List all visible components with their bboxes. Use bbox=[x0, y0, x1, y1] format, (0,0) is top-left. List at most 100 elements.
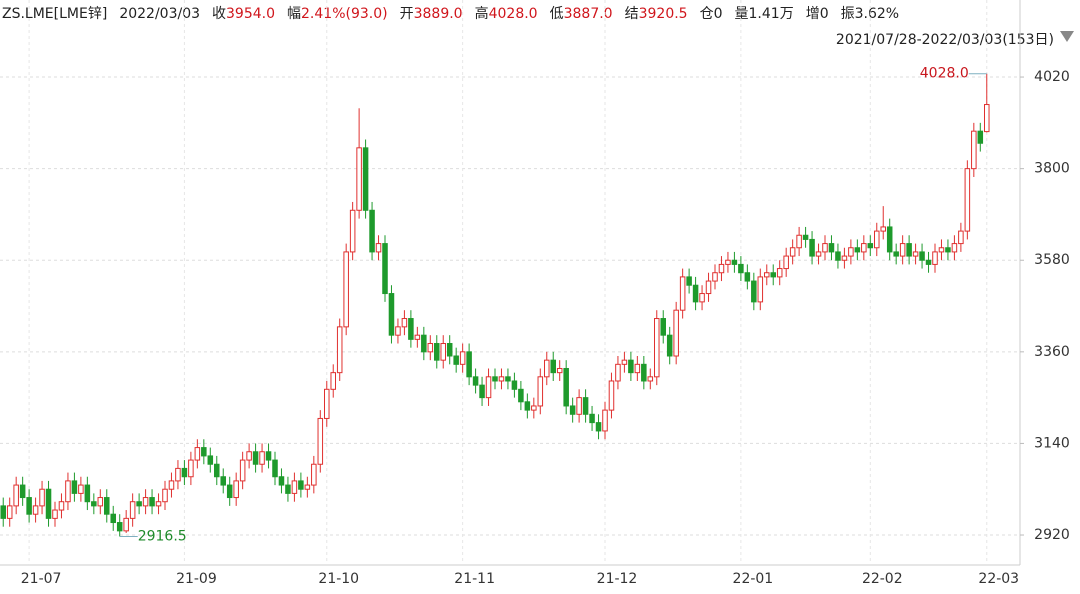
field-value: 3887.0 bbox=[563, 6, 613, 22]
x-tick-label: 21-09 bbox=[176, 571, 217, 587]
candle-body bbox=[925, 259, 932, 265]
date: 2022/03/03 bbox=[119, 6, 201, 22]
candle-body bbox=[673, 309, 679, 357]
dropdown-arrow[interactable] bbox=[1060, 31, 1074, 42]
candle-body bbox=[414, 334, 421, 340]
candle-body bbox=[382, 243, 388, 295]
symbol: ZS.LME[LME锌] bbox=[2, 6, 108, 22]
candle-body bbox=[265, 451, 272, 461]
candle-body bbox=[39, 488, 45, 507]
candle-body bbox=[136, 501, 142, 507]
candle-body bbox=[725, 259, 731, 265]
candle-body bbox=[874, 230, 880, 249]
field-value: 3954.0 bbox=[226, 6, 276, 22]
candle-body bbox=[220, 476, 226, 486]
candle-body bbox=[226, 484, 233, 499]
candle-body bbox=[861, 243, 867, 253]
x-tick-label: 21-11 bbox=[454, 571, 495, 587]
candle-body bbox=[459, 351, 466, 365]
candle-body bbox=[893, 251, 899, 257]
low-label: 2916.5 bbox=[138, 528, 187, 544]
candle-body bbox=[233, 480, 239, 499]
field-value: 3.62% bbox=[854, 6, 900, 22]
candle-body bbox=[608, 380, 615, 411]
candle-body bbox=[498, 376, 505, 382]
candle-body bbox=[971, 130, 977, 170]
candle-body bbox=[375, 243, 382, 253]
candle-body bbox=[175, 467, 181, 482]
candle-body bbox=[932, 251, 938, 265]
candle-body bbox=[692, 284, 699, 303]
candle-body bbox=[65, 480, 71, 503]
candle-body bbox=[641, 363, 647, 382]
candle-body bbox=[757, 276, 764, 303]
y-tick-label: 3580 bbox=[1034, 252, 1070, 268]
candle-body bbox=[718, 263, 725, 274]
candle-body bbox=[634, 363, 641, 374]
candle-body bbox=[149, 497, 155, 507]
candle-body bbox=[951, 243, 958, 253]
candle-body bbox=[815, 251, 822, 257]
candle-body bbox=[712, 272, 718, 282]
candle-body bbox=[783, 255, 789, 270]
candle-body bbox=[13, 484, 19, 507]
candle-body bbox=[699, 293, 705, 303]
candle-body bbox=[356, 147, 362, 211]
candle-body bbox=[544, 359, 550, 378]
candle-body bbox=[589, 413, 595, 424]
candle-body bbox=[6, 505, 13, 519]
candle-body bbox=[298, 480, 304, 490]
candle-body bbox=[977, 130, 984, 144]
candle-body bbox=[841, 255, 848, 261]
candle-body bbox=[776, 268, 783, 278]
y-tick-label: 3800 bbox=[1034, 161, 1070, 177]
candle-body bbox=[809, 238, 815, 257]
candle-body bbox=[880, 226, 886, 232]
candle-body bbox=[964, 168, 971, 232]
field-value: 3889.0 bbox=[413, 6, 463, 22]
candle-body bbox=[984, 104, 990, 133]
candle-body bbox=[582, 397, 589, 415]
candle-body bbox=[576, 397, 582, 415]
y-tick-label: 3360 bbox=[1034, 344, 1070, 360]
candle-body bbox=[796, 234, 802, 249]
candle-body bbox=[446, 343, 453, 357]
candle-body bbox=[563, 367, 569, 407]
candle-body bbox=[395, 326, 401, 336]
candle-body bbox=[886, 226, 893, 253]
candle-body bbox=[524, 401, 531, 411]
candle-body bbox=[615, 363, 621, 382]
candle-body bbox=[537, 376, 544, 407]
candle-body bbox=[343, 251, 349, 328]
high-label: 4028.0 bbox=[920, 66, 969, 82]
candle-body bbox=[317, 417, 324, 465]
y-tick-label: 4020 bbox=[1034, 69, 1070, 85]
candle-body bbox=[408, 318, 414, 340]
candle-body bbox=[84, 484, 91, 503]
candle-body bbox=[906, 243, 912, 257]
field-value: 0 bbox=[819, 6, 829, 22]
candle-body bbox=[705, 280, 712, 295]
candle-body bbox=[104, 497, 110, 515]
field-label: 开 bbox=[399, 6, 414, 22]
candle-body bbox=[207, 455, 214, 465]
candle-body bbox=[45, 488, 52, 519]
field-label: 仓 bbox=[699, 6, 714, 22]
candle-body bbox=[628, 359, 634, 374]
candle-body bbox=[912, 251, 919, 257]
candle-body bbox=[440, 343, 446, 361]
candle-body bbox=[188, 459, 194, 478]
x-tick-label: 22-02 bbox=[862, 571, 903, 587]
field-label: 收 bbox=[212, 6, 227, 22]
candle-body bbox=[427, 343, 434, 353]
candle-body bbox=[278, 476, 285, 486]
candle-body bbox=[569, 405, 576, 415]
candle-body bbox=[246, 451, 252, 461]
candle-body bbox=[123, 517, 129, 532]
candle-body bbox=[938, 247, 945, 253]
candle-body bbox=[867, 243, 874, 249]
y-tick-label: 3140 bbox=[1034, 435, 1070, 451]
candle-body bbox=[505, 376, 511, 382]
